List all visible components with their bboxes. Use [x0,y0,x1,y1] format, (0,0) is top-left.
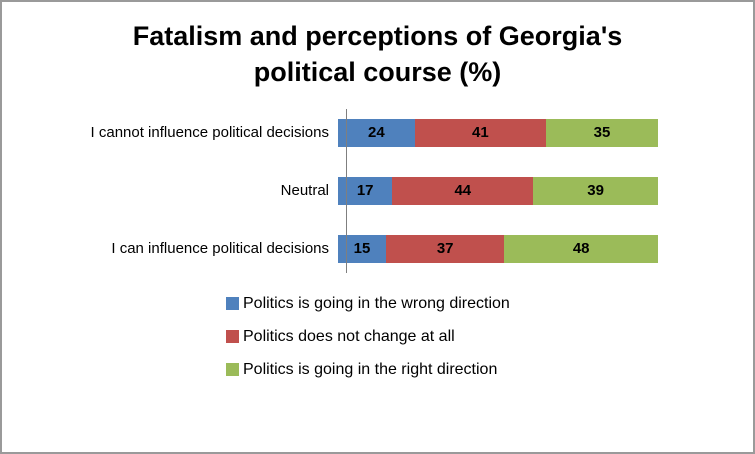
bar-value-label: 24 [368,124,385,142]
legend-item: Politics is going in the right direction [226,361,753,379]
bar-segment: 37 [386,234,505,263]
legend-item: Politics is going in the wrong direction [226,295,753,313]
stacked-bar: 17 44 39 [338,176,658,205]
stacked-bar: 24 41 35 [338,118,658,147]
category-label: I can influence political decisions [111,240,329,258]
category-label: I cannot influence political decisions [90,124,329,142]
bar-segment: 48 [504,234,658,263]
chart-title-line-2: political course (%) [253,57,502,88]
bar-value-label: 44 [454,182,472,200]
category-label: Neutral [280,182,329,200]
bar-segment: 17 [338,176,393,205]
bar-value-label: 39 [587,182,604,200]
bar-segment: 35 [545,118,658,147]
legend: Politics is going in the wrong direction… [226,295,753,379]
bar-rows: I cannot influence political decisions 24… [16,118,753,263]
legend-swatch-icon [226,363,239,377]
bar-value-label: 17 [356,182,374,200]
bar-segment: 39 [533,176,658,205]
chart-title: Fatalism and perceptions of Georgia's po… [2,18,753,91]
legend-swatch-icon [226,330,239,344]
chart-row: I cannot influence political decisions 24… [16,118,753,147]
bar-value-label: 35 [593,124,611,142]
bar-segment: 44 [392,176,534,205]
legend-item: Politics does not change at all [226,328,753,346]
bar-value-label: 48 [572,240,590,258]
chart-title-line-1: Fatalism and perceptions of Georgia's [132,21,623,51]
chart-row: Neutral 17 44 39 [16,176,753,205]
legend-label: Politics is going in the wrong direction [243,294,510,312]
chart-row: I can influence political decisions 15 37 4… [16,234,753,263]
stacked-bar: 15 37 48 [338,234,658,263]
bar-value-label: 15 [353,240,371,258]
bar-value-label: 37 [436,240,454,258]
plot-area: I cannot influence political decisions 24… [2,108,753,273]
bar-segment: 41 [414,118,546,147]
category-axis-line [346,108,347,273]
bar-segment: 24 [338,118,415,147]
legend-label: Politics does not change at all [243,327,455,345]
legend-label: Politics is going in the right direction [243,360,498,378]
legend-swatch-icon [226,297,239,311]
bar-value-label: 41 [472,124,489,142]
